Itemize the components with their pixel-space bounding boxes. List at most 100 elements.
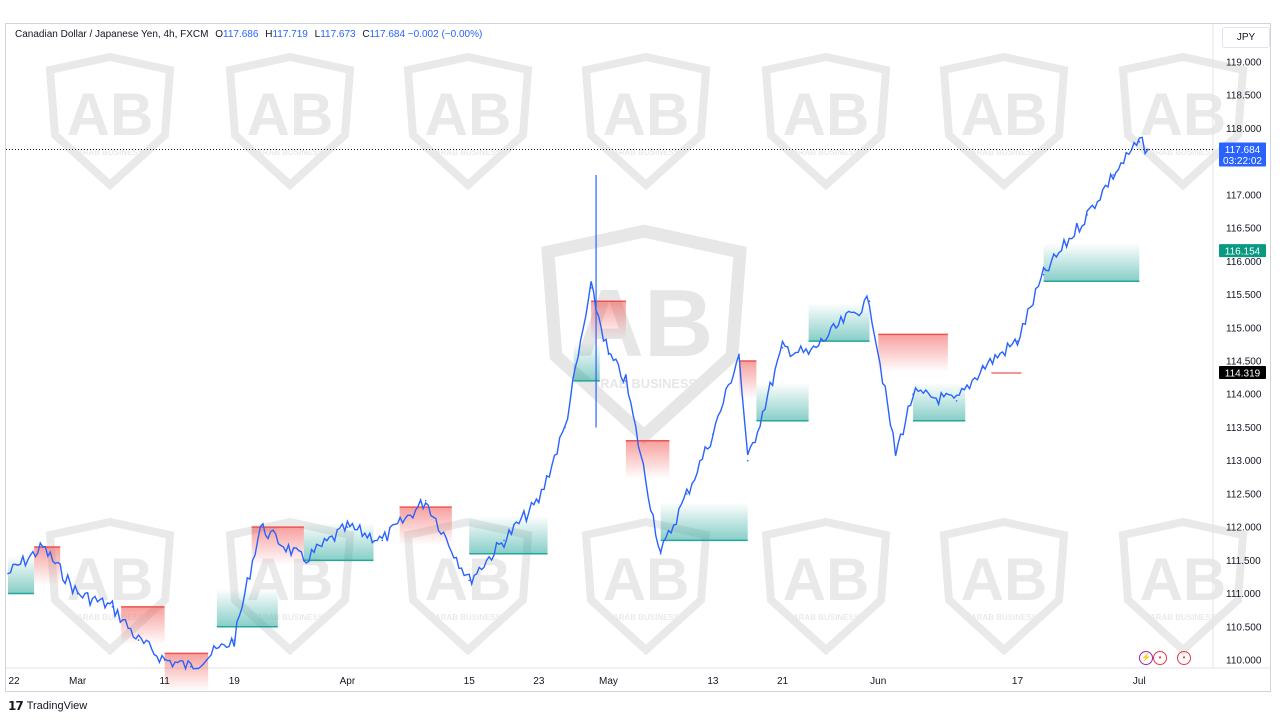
watermark-text: ARAB BUSINESS (77, 148, 144, 157)
y-tick-label: 111.500 (1226, 556, 1261, 567)
watermark-text: ARAB BUSINESS (435, 148, 502, 157)
y-axis: 119.000118.500118.000117.500117.000116.5… (1226, 58, 1262, 667)
price-point (42, 546, 44, 548)
earnings-event-icon[interactable]: • (1177, 651, 1191, 665)
economic-event-icon[interactable]: ⚡ (1139, 651, 1153, 665)
x-tick-label: 17 (1012, 676, 1024, 687)
price-point (233, 639, 236, 641)
bull-band-fill (216, 588, 278, 627)
price-point (746, 459, 749, 462)
price-point (607, 353, 610, 356)
bear-band-fill (878, 334, 948, 373)
y-tick-label: 110.500 (1226, 622, 1262, 633)
watermark-text: ARAB BUSINESS (257, 613, 324, 622)
price-point (590, 287, 592, 289)
price-point (894, 453, 897, 455)
bear-band-fill (591, 301, 626, 340)
bull-band-fill (303, 522, 374, 561)
price-point (468, 579, 471, 582)
watermark-text: ARAB BUSINESS (613, 613, 680, 622)
svg-text:AB: AB (783, 546, 870, 613)
bull-band-fill (573, 342, 600, 381)
band-layer (8, 243, 1140, 692)
y-tick-label: 118.500 (1226, 91, 1262, 102)
watermark-text: ARAB BUSINESS (257, 148, 324, 157)
price-series-line (7, 136, 1149, 671)
watermark-text: ARAB BUSINESS (793, 613, 860, 622)
x-tick-label: Jul (1133, 676, 1146, 687)
price-point (1112, 174, 1114, 176)
series-layer (7, 136, 1149, 671)
x-tick-label: 15 (464, 676, 476, 687)
bull-band-fill (1043, 243, 1140, 282)
x-tick-label: 21 (777, 676, 789, 687)
svg-text:AB: AB (1140, 546, 1227, 613)
watermark-text: ARAB BUSINESS (1150, 613, 1217, 622)
y-tick-label: 115.000 (1226, 323, 1262, 334)
symbol-title[interactable]: Canadian Dollar / Japanese Yen, 4h, FXCM (15, 29, 209, 40)
x-tick-label: 11 (159, 676, 170, 687)
bear-band-fill (251, 527, 304, 566)
currency-button[interactable]: JPY (1222, 27, 1270, 48)
svg-text:AB: AB (425, 546, 512, 613)
watermark-text: ARAB BUSINESS (1150, 148, 1217, 157)
x-tick-label: Mar (69, 676, 87, 687)
x-tick-label: 22 (8, 676, 20, 687)
high-value: 117.719 (272, 29, 308, 40)
x-tick-label: May (599, 676, 618, 687)
x-tick-label: 13 (707, 676, 719, 687)
svg-text:AB: AB (67, 546, 154, 613)
watermark-text: ARAB BUSINESS (971, 613, 1038, 622)
x-tick-label: Jun (870, 676, 886, 687)
price-point (381, 539, 383, 542)
watermark-text: ARAB BUSINESS (77, 613, 144, 622)
low-label: L (314, 29, 321, 40)
open-label: O (215, 29, 224, 40)
svg-text:AB: AB (67, 81, 154, 148)
price-point (346, 526, 349, 528)
y-tick-label: 114.500 (1226, 357, 1262, 368)
price-point (137, 639, 140, 641)
tradingview-brand[interactable]: 𝟭𝟳 TradingView (8, 699, 87, 713)
bear-band-fill (164, 653, 209, 692)
watermark-text: ARAB BUSINESS (591, 376, 697, 391)
price-point (685, 493, 688, 495)
price-point (538, 499, 540, 502)
price-point (1042, 273, 1045, 276)
low-value: 117.673 (320, 29, 356, 40)
y-tick-label: 116.500 (1226, 224, 1262, 235)
brand-name: TradingView (26, 700, 88, 712)
price-point (842, 320, 845, 322)
y-tick-label: 118.000 (1226, 124, 1262, 135)
svg-text:AB: AB (961, 81, 1048, 148)
price-point (738, 353, 740, 356)
price-point (807, 353, 810, 356)
lower-band-tag (1219, 366, 1266, 380)
price-point (625, 380, 627, 382)
price-point (659, 552, 662, 555)
y-tick-label: 113.500 (1226, 423, 1262, 434)
tradingview-logo-icon: 𝟭𝟳 (8, 699, 24, 713)
y-tick-label: 110.000 (1226, 656, 1262, 667)
bear-band-fill (121, 606, 165, 645)
svg-text:AB: AB (783, 81, 870, 148)
price-point (1138, 140, 1141, 143)
price-point (912, 393, 914, 396)
y-tick-label: 114.000 (1226, 390, 1262, 401)
upper-band-tag-text: 116.154 (1225, 247, 1261, 258)
watermark-text: ARAB BUSINESS (793, 148, 860, 157)
dividend-event-icon[interactable]: • (1153, 651, 1167, 665)
last-price-tag-text: 117.684 (1225, 145, 1261, 156)
x-axis: 22 Mar 11 19 Apr 15 23 May 13 21 Jun 17 Jul (8, 676, 1145, 687)
price-point (189, 665, 192, 668)
close-value: 117.684 (369, 29, 406, 40)
